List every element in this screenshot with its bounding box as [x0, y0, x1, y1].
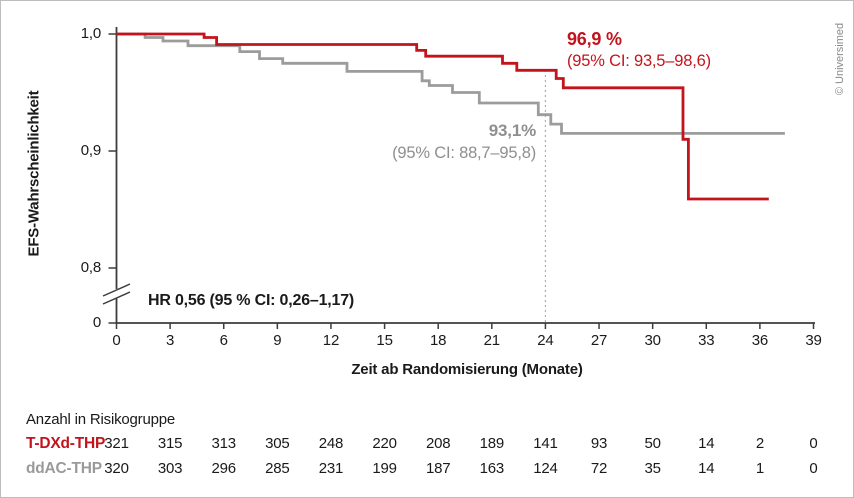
x-tick-label: 6 — [219, 332, 228, 349]
risk-count: 315 — [157, 435, 183, 452]
km-chart-canvas — [102, 27, 815, 329]
axis-break-slash — [102, 283, 131, 297]
risk-count: 1 — [755, 460, 764, 477]
risk-count: 303 — [157, 460, 183, 477]
x-axis-title: Zeit ab Randomisierung (Monate) — [351, 361, 583, 378]
x-tick-label: 18 — [430, 332, 447, 349]
risk-count: 14 — [698, 460, 715, 477]
risk-count: 124 — [533, 460, 558, 477]
risk-count: 187 — [425, 460, 451, 477]
x-tick-label: 12 — [322, 332, 340, 349]
risk-table-title: Anzahl in Risikogruppe — [26, 411, 176, 428]
risk-row-label-ddac: ddAC-THP — [26, 460, 102, 477]
risk-count: 141 — [533, 435, 558, 452]
y-tick-label: 0,9 — [80, 142, 101, 159]
y-tick-label: 0,8 — [80, 259, 101, 276]
risk-count: 305 — [265, 435, 290, 452]
risk-count: 208 — [425, 435, 451, 452]
x-tick-label: 30 — [644, 332, 661, 349]
risk-count: 320 — [104, 460, 129, 477]
y-axis-title: EFS-Wahrscheinlichkeit — [25, 90, 43, 257]
x-tick-label: 39 — [805, 332, 822, 349]
x-tick-label: 21 — [483, 332, 500, 349]
risk-count: 0 — [809, 435, 818, 452]
risk-count: 285 — [265, 460, 290, 477]
risk-count: 0 — [809, 460, 818, 477]
ddac-ci-annotation: (95% CI: 88,7–95,8) — [392, 144, 536, 162]
risk-row-label-tdxd: T-DXd-THP — [26, 435, 106, 452]
ddac-value-annotation: 93,1% — [488, 121, 536, 140]
x-tick-label: 27 — [590, 332, 608, 349]
x-tick-label: 33 — [698, 332, 715, 349]
risk-count: 50 — [644, 435, 661, 452]
risk-count: 321 — [104, 435, 129, 452]
risk-count: 248 — [318, 435, 344, 452]
x-tick-label: 9 — [273, 332, 282, 349]
hazard-ratio-annotation: HR 0,56 (95 % CI: 0,26–1,17) — [148, 292, 355, 309]
x-tick-label: 3 — [166, 332, 175, 349]
risk-count: 189 — [479, 435, 505, 452]
x-tick-label: 36 — [751, 332, 769, 349]
risk-count: 163 — [479, 460, 505, 477]
x-tick-label: 15 — [376, 332, 393, 349]
risk-count: 313 — [211, 435, 237, 452]
axis-break-slash — [102, 291, 131, 305]
survival-curve-t-dxd-thp — [116, 32, 769, 201]
survival-curve-ddac-thp — [116, 32, 785, 135]
risk-count: 72 — [590, 460, 608, 477]
y-tick-label: 0 — [92, 314, 101, 331]
risk-count: 199 — [372, 460, 397, 477]
copyright-credit: © Universimed — [834, 22, 846, 96]
risk-count: 220 — [372, 435, 397, 452]
tdxd-value-annotation: 96,9 % — [567, 29, 622, 49]
risk-count: 14 — [698, 435, 715, 452]
risk-count: 296 — [211, 460, 237, 477]
risk-count: 93 — [590, 435, 608, 452]
x-tick-label: 0 — [112, 332, 121, 349]
risk-count: 231 — [318, 460, 344, 477]
risk-count: 35 — [644, 460, 661, 477]
y-tick-label: 1,0 — [80, 25, 101, 42]
x-tick-label: 24 — [537, 332, 554, 349]
tdxd-ci-annotation: (95% CI: 93,5–98,6) — [567, 52, 711, 70]
risk-count: 2 — [755, 435, 764, 452]
